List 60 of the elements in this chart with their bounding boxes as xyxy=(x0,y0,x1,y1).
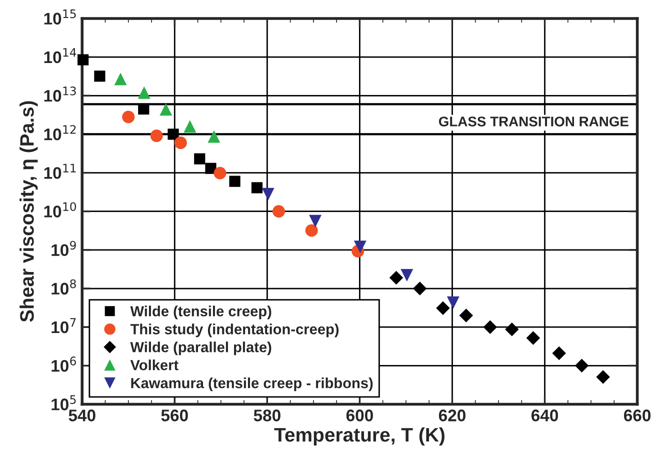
point xyxy=(150,130,163,142)
y-tick-label: 10$^{11}$ xyxy=(44,164,76,179)
point xyxy=(160,103,172,116)
point xyxy=(505,322,519,336)
point xyxy=(389,270,404,285)
point xyxy=(138,103,150,115)
point xyxy=(214,166,226,180)
point xyxy=(114,72,127,86)
x-axis-title: Temperature, T (K) xyxy=(274,427,444,446)
point xyxy=(309,214,322,228)
point xyxy=(122,110,135,124)
point xyxy=(229,176,240,187)
point xyxy=(354,240,366,254)
x-tick-label: 640 xyxy=(531,410,558,422)
y-tick-label: 10$^{14}$ xyxy=(44,48,76,64)
legend-label: Wilde (tensile creep) xyxy=(130,306,272,320)
x-tick-label: 600 xyxy=(346,410,373,422)
y-tick-label: 10$^{7}$ xyxy=(52,318,76,334)
point xyxy=(526,331,540,345)
y-tick-label: 10$^{12}$ xyxy=(44,125,76,140)
y-tick-label: 10$^{15}$ xyxy=(44,10,76,25)
point xyxy=(262,188,274,200)
point xyxy=(400,269,414,282)
y-axis-title: Shear viscosity, η (Pa.s) xyxy=(20,101,38,322)
point xyxy=(251,182,263,194)
point xyxy=(205,162,216,174)
point xyxy=(596,370,610,384)
legend-label: Volkert xyxy=(130,360,178,370)
ref-line-label: GLASS TRANSITION RANGE xyxy=(438,116,628,126)
point xyxy=(94,70,106,82)
point xyxy=(412,282,427,296)
point xyxy=(194,153,206,164)
point xyxy=(272,205,285,218)
point xyxy=(174,136,187,150)
x-tick-label: 620 xyxy=(438,410,466,422)
point xyxy=(446,296,460,309)
legend-label: This study (indentation-creep) xyxy=(130,324,339,338)
point xyxy=(138,86,150,99)
y-tick-label: 10$^{9}$ xyxy=(52,240,76,256)
point xyxy=(574,358,589,373)
x-tick-label: 660 xyxy=(624,410,651,422)
legend-label: Kawamura (tensile creep - ribbons) xyxy=(131,378,373,392)
point xyxy=(305,224,318,237)
x-tick-label: 540 xyxy=(68,410,96,422)
point xyxy=(168,128,179,140)
point xyxy=(208,130,220,143)
y-tick-label: 10$^{10}$ xyxy=(44,202,76,218)
point xyxy=(436,301,450,316)
x-tick-label: 560 xyxy=(161,410,188,422)
y-tick-label: 10$^{6}$ xyxy=(52,356,76,372)
point xyxy=(184,120,196,133)
y-tick-label: 10$^{5}$ xyxy=(52,395,76,410)
legend-label: Wilde (parallel plate) xyxy=(130,342,272,356)
point xyxy=(483,320,498,334)
x-tick-label: 580 xyxy=(254,410,280,422)
y-tick-label: 10$^{8}$ xyxy=(52,279,76,295)
point xyxy=(459,308,473,322)
point xyxy=(77,54,89,66)
y-tick-label: 10$^{13}$ xyxy=(44,86,76,102)
point xyxy=(552,346,566,360)
